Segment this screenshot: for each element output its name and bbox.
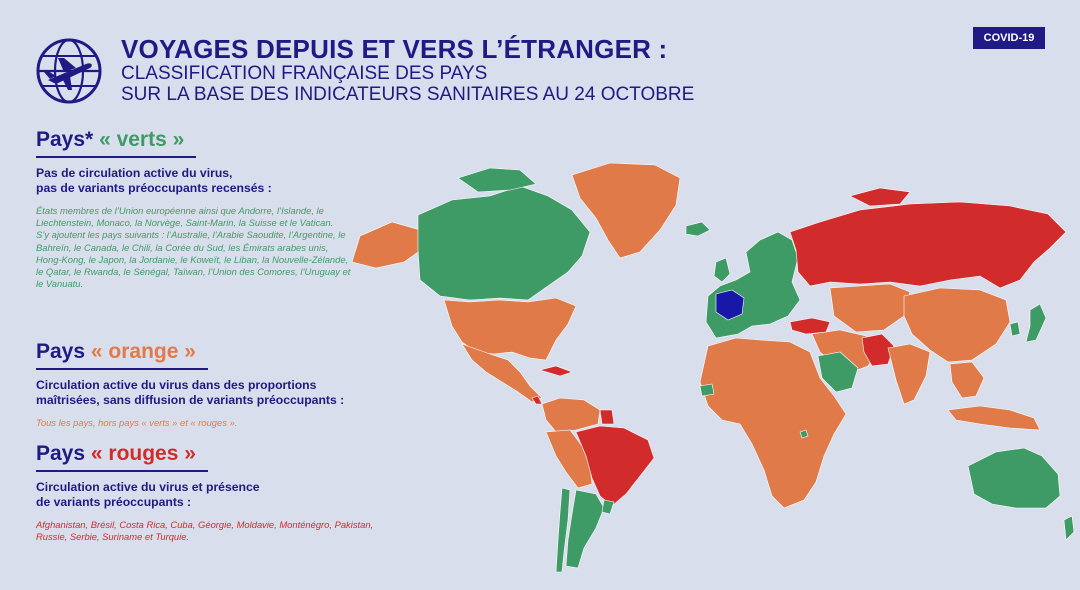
airplane-globe-icon [36,38,102,104]
map-region-argentina [565,489,605,569]
legend-orange-prefix: Pays [36,340,91,363]
map-region-australia [967,447,1061,509]
map-region-senegal [699,383,715,397]
covid-badge: COVID-19 [973,27,1045,49]
map-region-canada-islands [457,167,537,193]
legend-orange-keyword: « orange » [90,340,196,363]
legend-red-description: Circulation active du virus et présence … [36,480,396,510]
legend-green-prefix: Pays* [36,128,100,151]
map-region-saudi-arabia [817,351,859,393]
legend-red-countries: Afghanistan, Brésil, Costa Rica, Cuba, G… [36,519,374,543]
legend-red-desc-line2: de variants préoccupants : [36,495,192,509]
map-region-brazil [575,425,655,507]
map-region-turkey [789,317,831,335]
legend-orange-desc-line2: maîtrisées, sans diffusion de variants p… [36,393,345,407]
map-region-uk [713,257,731,283]
legend-green-heading: Pays* « verts » [36,128,197,158]
map-region-alaska [351,221,425,269]
legend-green-countries: États membres de l’Union européenne ains… [36,205,356,290]
legend-orange-heading: Pays « orange » [36,340,208,370]
map-region-europe [705,231,801,339]
map-region-greenland [571,162,681,259]
legend-red-keyword: « rouges » [90,442,196,465]
map-region-southeast-asia [949,361,985,399]
legend-green-countries-extra: S’y ajoutent les pays suivants : l’Austr… [36,229,351,290]
page-subtitle: CLASSIFICATION FRANÇAISE DES PAYS SUR LA… [121,63,694,105]
map-region-uruguay [601,499,615,515]
legend-orange-countries: Tous les pays, hors pays « verts » et « … [36,417,238,428]
legend-green-desc-line2: pas de variants préoccupants recensés : [36,181,272,195]
map-region-india [887,343,931,405]
legend-red-desc-line1: Circulation active du virus et présence [36,480,260,494]
map-region-cuba [538,365,573,377]
subtitle-line-1: CLASSIFICATION FRANÇAISE DES PAYS [121,63,488,84]
map-region-suriname [599,409,615,425]
legend-orange: Pays « orange » Circulation active du vi… [36,340,396,429]
map-region-russia [789,201,1067,289]
map-region-usa [443,297,577,361]
map-region-new-zealand [1063,515,1075,541]
map-region-afghanistan-pakistan [861,333,895,367]
map-region-central-asia [829,283,911,333]
map-region-japan [1025,303,1047,343]
map-region-chile [555,487,571,573]
legend-green-countries-eu: États membres de l’Union européenne ains… [36,205,334,229]
map-region-indonesia [947,405,1041,431]
map-region-africa [699,337,847,509]
legend-green-keyword: « verts » [99,128,185,151]
map-region-rwanda [799,429,809,439]
map-region-south-korea [1009,321,1021,337]
legend-orange-desc-line1: Circulation active du virus dans des pro… [36,378,317,392]
map-region-iceland [685,221,711,237]
legend-red-prefix: Pays [36,442,91,465]
map-region-peru-bolivia [545,429,593,489]
page-title: VOYAGES DEPUIS ET VERS L’ÉTRANGER : [121,34,668,64]
legend-green-desc-line1: Pas de circulation active du virus, [36,166,233,180]
legend-green-description: Pas de circulation active du virus, pas … [36,166,396,196]
legend-red: Pays « rouges » Circulation active du vi… [36,442,396,543]
legend-green: Pays* « verts » Pas de circulation activ… [36,128,396,290]
legend-red-heading: Pays « rouges » [36,442,208,472]
map-region-russia-islands [849,187,911,207]
legend-orange-description: Circulation active du virus dans des pro… [36,378,396,408]
map-region-colombia-venezuela [541,397,601,433]
subtitle-line-2: SUR LA BASE DES INDICATEURS SANITAIRES A… [121,84,695,105]
map-region-canada [417,185,591,301]
map-region-china [903,287,1011,363]
map-region-france [715,289,745,321]
